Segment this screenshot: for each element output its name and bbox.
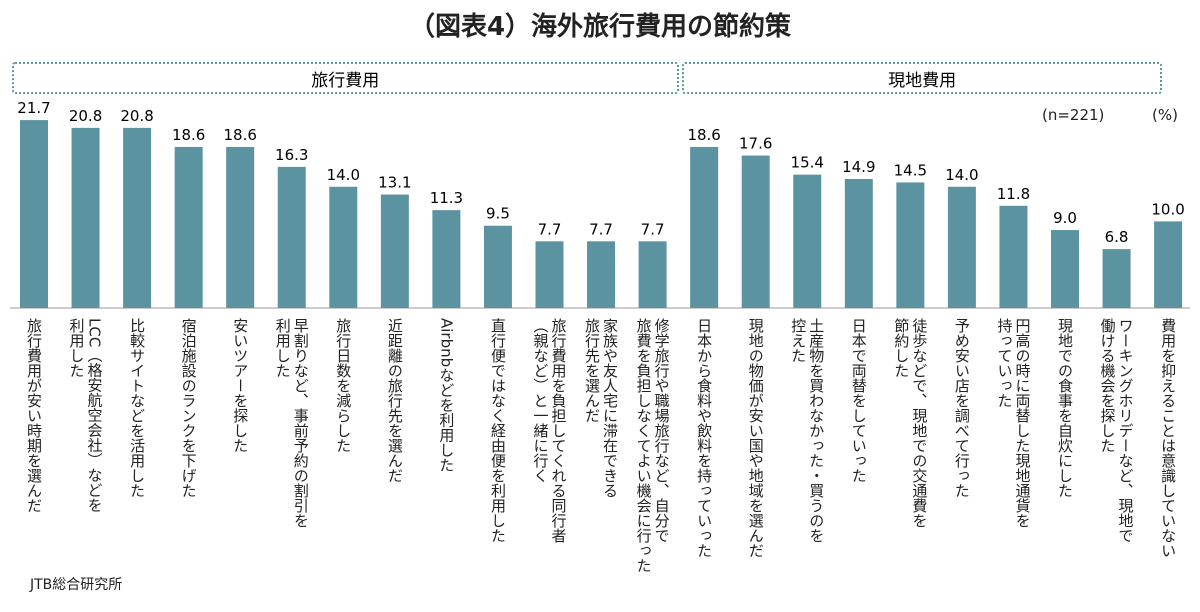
bar: [844, 178, 873, 308]
category-label: ワーキングホリデーなど、現地で 働ける機会を探した: [1098, 318, 1135, 543]
category-label: 費用を抑えることは意識していない: [1159, 318, 1178, 558]
category-label: 徒歩などで、現地での交通費を 節約した: [892, 318, 929, 528]
bar: [638, 241, 667, 308]
bar: [793, 174, 822, 308]
bar: [587, 241, 616, 308]
group-label: 現地費用: [682, 62, 1163, 94]
unit-note: (%): [1152, 106, 1178, 124]
category-label: 家族や友人宅に滞在できる 旅行先を選んだ: [583, 318, 620, 498]
bar: [999, 205, 1028, 308]
bar: [380, 194, 409, 308]
category-label: 旅行日数を減らした: [334, 318, 353, 453]
bar: [226, 146, 255, 308]
category-label: 近距離の旅行先を選んだ: [385, 318, 404, 483]
value-label: 6.8: [1105, 228, 1129, 246]
value-label: 13.1: [378, 174, 411, 192]
value-label: 7.7: [641, 220, 665, 238]
value-label: 18.6: [223, 126, 256, 144]
category-label: 現地の物価が安い国や地域を選んだ: [746, 318, 765, 558]
category-label: 予め安い店を調べて行った: [952, 318, 971, 498]
bar: [123, 127, 152, 308]
value-label: 17.6: [739, 135, 772, 153]
bar: [20, 120, 48, 308]
category-label: 土産物を買わなかった・買うのを 控えた: [789, 318, 826, 543]
source: JTB総合研究所: [30, 577, 123, 593]
value-label: 18.6: [687, 126, 720, 144]
value-label: 9.5: [486, 205, 510, 223]
category-label: 円高の時に両替した現地通貨を 持っていった: [995, 318, 1032, 528]
category-label: 旅行費用が安い時期を選んだ: [25, 318, 43, 513]
category-label: 比較サイトなどを活用した: [128, 318, 147, 498]
value-label: 10.0: [1151, 200, 1184, 218]
bar: [1102, 249, 1131, 308]
value-label: 11.3: [430, 189, 463, 207]
value-label: 7.7: [538, 220, 562, 238]
bar: [329, 186, 358, 308]
value-label: 16.3: [275, 146, 308, 164]
category-label: 日本で両替をしていった: [849, 318, 868, 483]
bar: [277, 166, 306, 308]
category-label: 直行便ではなく経由便を利用した: [488, 318, 507, 543]
category-label: Airbnbなどを利用した: [437, 318, 456, 473]
value-label: 18.6: [172, 126, 205, 144]
bar: [71, 127, 100, 308]
category-label: 現地での食事を自炊にした: [1056, 318, 1074, 498]
category-label: 宿泊施設のランクを下げた: [179, 318, 198, 498]
bar: [947, 186, 976, 308]
sample-note: (n=221): [1042, 106, 1105, 124]
value-label: 14.5: [894, 161, 927, 179]
value-label: 9.0: [1053, 209, 1077, 227]
chart-title: （図表4）海外旅行費用の節約策: [408, 12, 792, 42]
bar: [1154, 221, 1183, 308]
value-label: 15.4: [791, 154, 824, 172]
value-label: 20.8: [69, 107, 102, 125]
category-label: 安いツアーを探した: [231, 318, 250, 453]
group-label: 旅行費用: [12, 62, 679, 94]
bar: [741, 155, 770, 308]
bar: [690, 146, 719, 308]
category-label: 日本から食料や飲料を持っていった: [695, 318, 714, 558]
category-label: 旅行費用を負担してくれる同行者 （親など）と一緒に行く: [531, 318, 568, 543]
bar: [483, 225, 512, 308]
bar: [174, 146, 203, 308]
bar: [896, 182, 925, 308]
value-label: 14.0: [327, 166, 360, 184]
value-label: 21.7: [17, 99, 50, 117]
bar: [1051, 230, 1079, 308]
category-label: LCC（格安航空会社）などを 利用した: [67, 318, 104, 513]
value-label: 7.7: [589, 220, 613, 238]
bar: [432, 210, 461, 308]
bar: [535, 241, 564, 308]
value-label: 14.9: [842, 158, 875, 176]
value-label: 20.8: [120, 107, 153, 125]
value-label: 11.8: [997, 185, 1030, 203]
category-label: 早割りなど、事前予約の割引を 利用した: [273, 318, 310, 528]
value-label: 14.0: [945, 166, 978, 184]
category-label: 修学旅行や職場旅行など、自分で 旅費を負担しなくてよい機会に行った: [634, 318, 671, 573]
